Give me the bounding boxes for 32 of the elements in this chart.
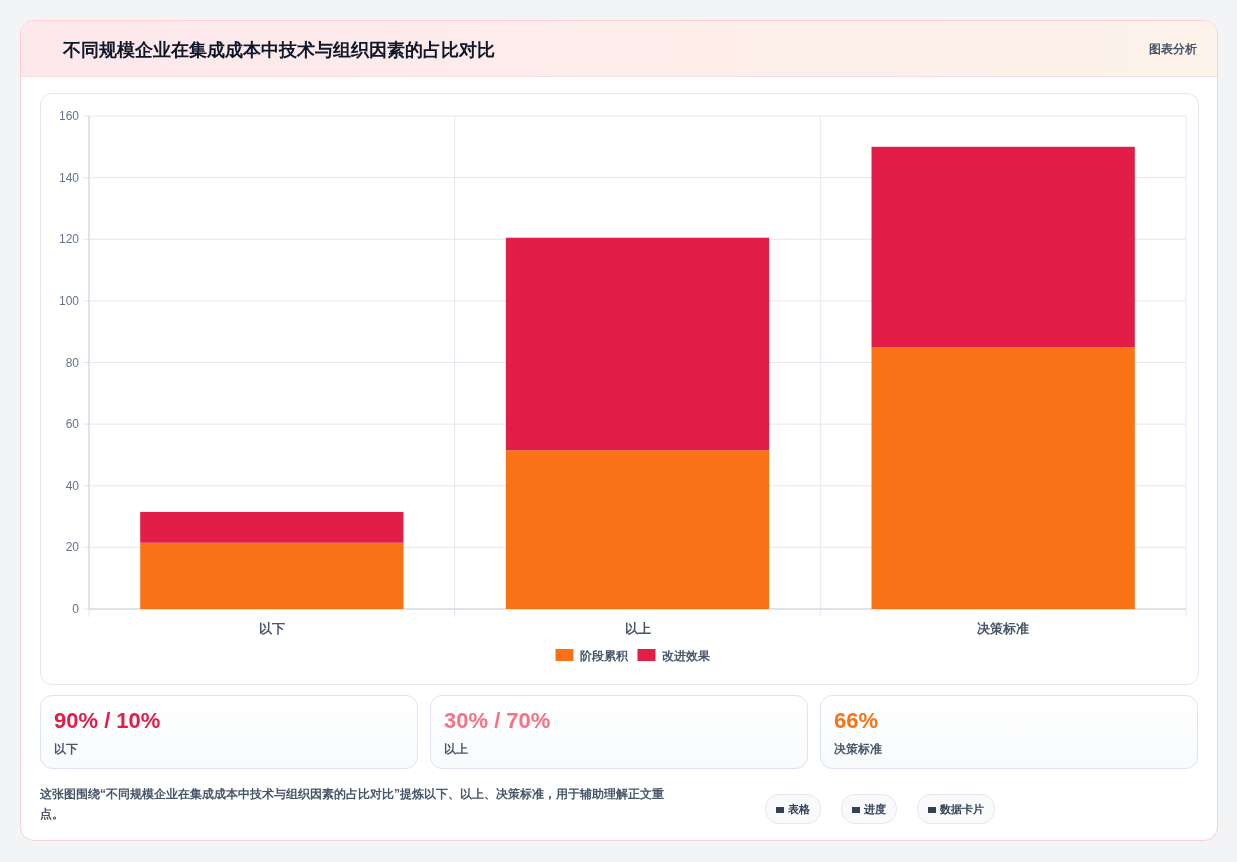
y-tick-label: 60: [65, 417, 80, 432]
bar: [871, 146, 1135, 348]
y-tick-label: 120: [58, 232, 80, 247]
legend-label: 改进效果: [661, 649, 711, 663]
text: 图表分析: [1149, 41, 1197, 58]
legend-label: 阶段累积: [579, 649, 629, 663]
x-tick-label: 以下: [258, 621, 285, 636]
y-tick-label: 100: [58, 293, 80, 308]
bar: [140, 542, 404, 609]
bar: [871, 347, 1135, 609]
text: 数据卡片: [940, 803, 984, 815]
y-tick-label: 80: [65, 355, 80, 370]
text: 进度: [864, 803, 886, 815]
y-tick-label: 0: [72, 602, 80, 616]
y-tick-label: 140: [58, 170, 80, 185]
y-tick-label: 40: [65, 478, 80, 493]
text: 30% / 70%: [444, 708, 551, 734]
text: 以下: [54, 741, 78, 758]
text: 表格: [788, 803, 810, 815]
bar: [505, 237, 770, 451]
chart-title: 不同规模企业在集成成本中技术与组织因素的占比对比: [63, 39, 495, 62]
text: 66%: [834, 708, 879, 734]
text: 90% / 10%: [54, 708, 161, 734]
text: 以上: [444, 741, 468, 758]
text: 决策标准: [834, 741, 882, 758]
bar: [140, 511, 404, 543]
y-tick-label: 20: [65, 540, 80, 555]
text: 这张图围绕“不同规模企业在集成成本中技术与组织因素的占比对比”提炼以下、以上、决策标准，用于辅助理解正文重点。: [40, 786, 665, 823]
y-tick-label: 160: [58, 109, 80, 123]
x-tick-label: 决策标准: [977, 621, 1030, 636]
x-tick-label: 以上: [624, 621, 651, 636]
bar: [505, 450, 770, 609]
